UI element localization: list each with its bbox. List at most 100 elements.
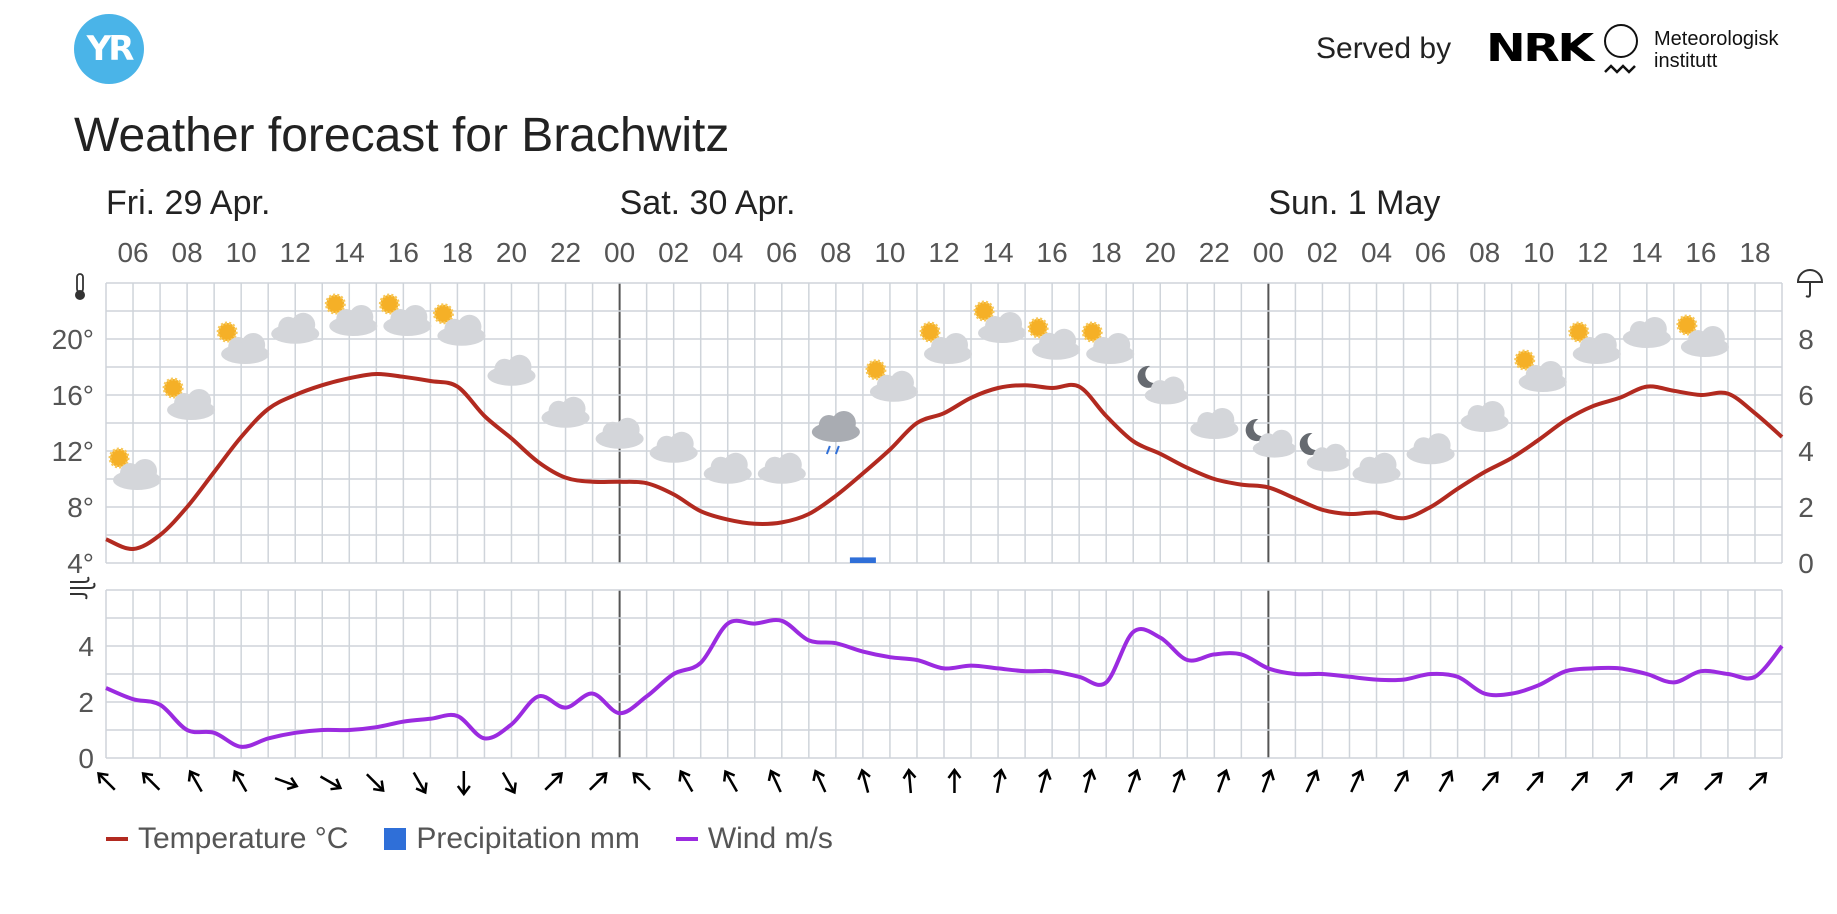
wind-arrow-icon xyxy=(902,767,917,794)
hour-label: 06 xyxy=(117,237,148,268)
sun-part xyxy=(1568,321,1590,343)
umbrella-icon xyxy=(1796,269,1824,298)
arrow-shaft xyxy=(142,773,161,791)
legend-wind[interactable]: Wind m/s xyxy=(675,822,833,856)
precipitation-swatch xyxy=(384,828,407,850)
arrow-shaft xyxy=(98,773,116,791)
hour-label: 04 xyxy=(1361,237,1392,268)
temperature-tick-label: 4° xyxy=(67,548,94,579)
temperature-swatch xyxy=(106,837,128,841)
hour-label: 16 xyxy=(1037,237,1068,268)
sun-part xyxy=(1081,321,1103,343)
met-logo-text[interactable]: Meteorologisk institutt xyxy=(1654,28,1779,72)
sun-part xyxy=(973,300,995,322)
sun-part xyxy=(1514,349,1536,371)
wind-arrow-icon xyxy=(97,772,116,791)
cloudy-icon xyxy=(1622,317,1671,348)
arrow-shaft xyxy=(1704,773,1722,791)
partly-cloudy-day-icon xyxy=(162,377,216,420)
yr-logo[interactable]: YR xyxy=(74,14,144,84)
arrow-head xyxy=(456,785,471,797)
wind-arrow-icon xyxy=(767,769,782,793)
hour-label: 14 xyxy=(1631,237,1662,268)
met-logo-circle-icon xyxy=(1604,24,1638,58)
arrow-head xyxy=(187,769,200,782)
series-lines xyxy=(105,371,1784,749)
cloud-part xyxy=(1270,429,1293,452)
arrow-shaft xyxy=(274,777,297,787)
arrow-shaft xyxy=(1393,771,1408,793)
arrow-shaft xyxy=(633,773,651,791)
arrow-shaft xyxy=(189,771,203,793)
legend-precipitation[interactable]: Precipitation mm xyxy=(384,822,640,856)
arrow-head xyxy=(1487,771,1499,783)
wind-arrow-icon xyxy=(1570,771,1588,792)
sun-part xyxy=(324,293,346,315)
hour-label: 14 xyxy=(982,237,1013,268)
temperature-tick-label: 20° xyxy=(52,324,94,355)
arrow-shaft xyxy=(1305,771,1318,793)
wind-arrow-icon xyxy=(1038,768,1052,793)
wind-arrow-icon xyxy=(1704,772,1723,791)
arrow-shaft xyxy=(588,773,607,791)
wind-arrow-icon xyxy=(1082,768,1097,793)
sun-part xyxy=(919,321,941,343)
hour-label: 10 xyxy=(874,237,905,268)
wind-arrow-icon xyxy=(947,767,962,793)
arrow-head xyxy=(1217,768,1231,781)
cloudy-icon xyxy=(595,417,644,449)
wind-arrow-icon xyxy=(412,771,428,795)
partly-cloudy-night-icon xyxy=(1137,365,1188,405)
arrow-head xyxy=(1351,769,1365,782)
wind-icon-stroke xyxy=(70,593,88,600)
wind-arrow-icon xyxy=(456,771,471,797)
wind-arrow-icon xyxy=(1127,768,1142,793)
cloud-part xyxy=(1052,328,1077,353)
wind-arrow-icon xyxy=(501,771,517,795)
precipitation-bars xyxy=(849,557,876,563)
precipitation-tick-label: 8 xyxy=(1798,324,1814,355)
arrow-head xyxy=(596,772,608,784)
wind-arrow-icon xyxy=(1217,768,1231,793)
temperature-tick-label: 12° xyxy=(52,436,94,467)
nrk-logo[interactable]: NRK xyxy=(1486,26,1594,70)
partly-cloudy-day-icon xyxy=(1568,321,1621,364)
arrow-head xyxy=(812,769,825,782)
temperature-line xyxy=(105,371,1784,552)
sun-part xyxy=(1676,314,1698,336)
cloud-part xyxy=(777,452,802,477)
wind-arrow-icon xyxy=(723,769,739,793)
hour-label: 06 xyxy=(766,237,797,268)
hour-label: 10 xyxy=(226,237,257,268)
sun-part xyxy=(108,447,130,469)
arrow-shaft xyxy=(234,771,248,793)
wind-arrow-icon xyxy=(187,769,203,793)
sun-part xyxy=(432,303,454,325)
arrow-shaft xyxy=(501,771,516,793)
cloud-part xyxy=(1480,401,1505,425)
arrow-shaft xyxy=(1659,773,1677,791)
partly-cloudy-day-icon xyxy=(432,303,486,346)
precipitation-bar xyxy=(849,557,876,563)
cloud-part xyxy=(1700,326,1725,350)
arrow-head xyxy=(857,768,871,781)
hour-label: 20 xyxy=(1145,237,1176,268)
wind-arrow-icon xyxy=(1438,769,1454,793)
arrow-head xyxy=(1621,771,1633,783)
arrow-head xyxy=(767,769,781,782)
wind-arrow-icon xyxy=(1659,772,1679,791)
hour-label: 18 xyxy=(1091,237,1122,268)
arrow-head xyxy=(1755,772,1768,784)
moon-part xyxy=(1245,419,1267,442)
legend-temperature[interactable]: Temperature °C xyxy=(106,822,348,856)
wind-tick-label: 4 xyxy=(78,631,94,662)
cloudy-icon xyxy=(1190,408,1239,439)
arrow-shaft xyxy=(544,773,562,791)
hour-label: 20 xyxy=(496,237,527,268)
thermometer-bulb xyxy=(75,290,85,300)
hour-label: 00 xyxy=(604,237,635,268)
hour-label: 06 xyxy=(1415,237,1446,268)
partly-cloudy-day-icon xyxy=(973,300,1027,343)
wind-arrow-icon xyxy=(1261,768,1275,793)
